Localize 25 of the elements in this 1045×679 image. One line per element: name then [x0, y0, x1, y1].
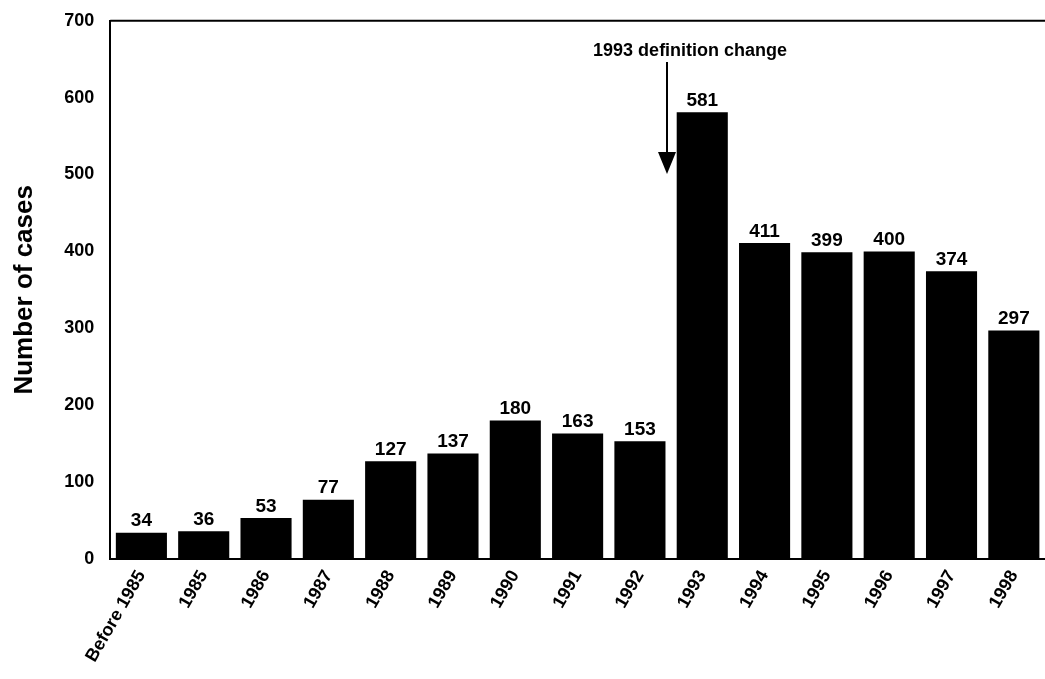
data-label: 34 — [130, 509, 153, 531]
data-label: 399 — [811, 228, 843, 250]
data-label: 53 — [255, 494, 277, 516]
y-tick-label: 400 — [64, 240, 95, 261]
data-label: 163 — [561, 410, 594, 432]
y-tick-label: 100 — [64, 470, 95, 491]
data-label: 400 — [873, 228, 906, 250]
data-label: 297 — [997, 307, 1030, 329]
data-label: 127 — [374, 437, 407, 459]
y-axis-title: Number of cases — [7, 185, 38, 395]
y-tick-label: 200 — [64, 394, 95, 415]
data-label: 153 — [624, 417, 656, 439]
data-label: 137 — [437, 430, 469, 452]
data-label: 36 — [193, 507, 215, 529]
data-label: 77 — [317, 476, 339, 498]
y-tick-label: 0 — [84, 547, 95, 568]
y-tick-label: 600 — [64, 86, 95, 107]
data-label: 374 — [935, 248, 968, 270]
y-tick-label: 500 — [64, 163, 95, 184]
data-label: 180 — [499, 397, 532, 419]
data-label: 411 — [749, 219, 781, 241]
annotation: 1993 definition change — [593, 40, 788, 61]
data-label: 581 — [686, 89, 719, 110]
y-tick-label: 300 — [64, 317, 95, 338]
y-tick-label: 700 — [64, 9, 95, 30]
